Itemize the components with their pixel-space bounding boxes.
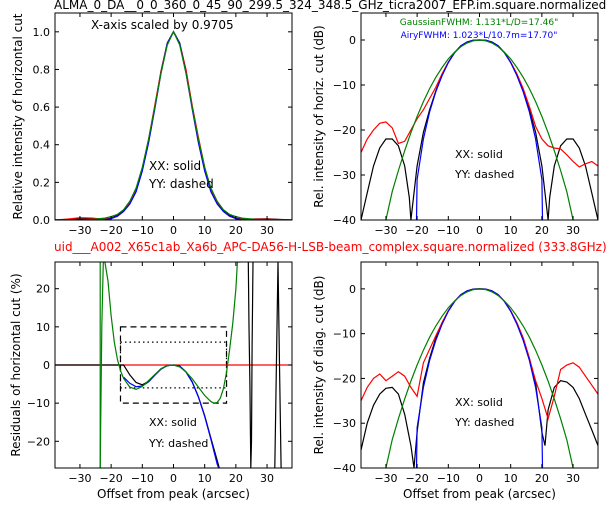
series-line-black [55, 30, 292, 220]
series-line-black [247, 262, 254, 468]
y-tick-label: −10 [333, 328, 356, 341]
x-tick-label: 20 [229, 224, 243, 237]
x-tick-label: 20 [535, 472, 549, 485]
series-line-green [99, 262, 241, 468]
series-line-blue [55, 30, 292, 220]
x-tick-label: −20 [100, 472, 123, 485]
panel-top-right-db-cut: −30 −20 −10 0 10 20 30 0 −10 −20 −30 −40 Rel. intens… [312, 12, 599, 237]
y-axis-label: Rel. intensity of diag. cut (dB) [312, 276, 326, 455]
series-line-blue [415, 39, 544, 220]
y-tick-label: −20 [27, 435, 50, 448]
chart-subtitle: uid___A002_X65c1ab_Xa6b_APC-DA56-H-LSB-b… [54, 240, 607, 254]
y-tick-label: 0.6 [33, 101, 51, 114]
annotation-text: GaussianFWHM: 1.131*L/D=17.46" [400, 18, 558, 28]
annotation-text: X-axis scaled by 0.9705 [91, 18, 234, 32]
x-tick-label: −30 [374, 224, 397, 237]
y-tick-label: 0.8 [33, 63, 51, 76]
y-tick-label: −40 [333, 214, 356, 227]
annotation-text: YY: dashed [454, 168, 514, 181]
series-line-red [55, 30, 292, 220]
x-tick-label: 20 [229, 472, 243, 485]
x-tick-label: 10 [198, 472, 212, 485]
y-tick-label: 10 [36, 321, 50, 334]
plot-frame [360, 261, 599, 469]
x-tick-label: −10 [437, 472, 460, 485]
y-tick-label: −20 [333, 124, 356, 137]
annotation-text: YY: dashed [148, 177, 214, 191]
y-tick-label: 0.2 [33, 176, 51, 189]
plot-frame [360, 12, 599, 221]
annotation-text: AiryFWHM: 1.023*L/10.7m=17.70" [401, 31, 558, 41]
x-tick-label: 30 [566, 224, 580, 237]
annotation-text: YY: dashed [454, 416, 514, 429]
y-tick-label: 20 [36, 283, 50, 296]
x-tick-label: −20 [406, 224, 429, 237]
x-tick-label: 30 [260, 224, 274, 237]
series-line-black [274, 262, 282, 468]
annotation-text: YY: dashed [148, 437, 208, 450]
x-tick-label: 0 [170, 472, 177, 485]
series-line-green [55, 30, 292, 220]
series-line-black [361, 288, 598, 468]
x-tick-label: 0 [170, 224, 177, 237]
x-tick-label: 10 [504, 224, 518, 237]
y-axis-label: Relative intensity of horizontal cut [11, 13, 25, 219]
y-tick-label: −20 [333, 372, 356, 385]
x-tick-label: −10 [131, 224, 154, 237]
y-axis-label: Rel. intensity of horiz. cut (dB) [312, 25, 326, 207]
y-tick-label: −30 [333, 169, 356, 182]
y-tick-label: 0 [349, 283, 356, 296]
y-tick-label: −30 [333, 417, 356, 430]
x-tick-label: −30 [68, 224, 91, 237]
x-tick-label: 20 [535, 224, 549, 237]
x-tick-label: −30 [374, 472, 397, 485]
x-tick-label: 30 [260, 472, 274, 485]
y-tick-label: −10 [333, 79, 356, 92]
x-axis-label: Offset from peak (arcsec) [97, 487, 250, 501]
y-axis-label: Residuals of horizontal cut (%) [9, 273, 23, 456]
series-line-blue [415, 288, 544, 468]
x-tick-label: −20 [100, 224, 123, 237]
y-tick-label: −40 [333, 462, 356, 475]
x-tick-label: 10 [504, 472, 518, 485]
series-line-green [385, 39, 574, 220]
x-tick-label: 0 [476, 224, 483, 237]
series-line-black [361, 39, 598, 220]
annotation-text: XX: solid [149, 416, 197, 429]
y-tick-label: −10 [27, 397, 50, 410]
panel-bottom-left-residuals: −30 −20 −10 0 10 20 30 20 10 0 −10 −20 Residuals of … [9, 261, 293, 501]
annotation-text: XX: solid [455, 396, 503, 409]
y-tick-label: 0.0 [33, 214, 51, 227]
x-tick-label: −10 [437, 224, 460, 237]
annotation-text: XX: solid [149, 159, 201, 173]
y-tick-label: 0 [349, 34, 356, 47]
annotation-text: XX: solid [455, 148, 503, 161]
x-tick-label: 30 [566, 472, 580, 485]
y-tick-label: 0 [43, 359, 50, 372]
series-line-green [385, 288, 574, 468]
x-axis-label: Offset from peak (arcsec) [403, 487, 556, 501]
x-tick-label: −20 [406, 472, 429, 485]
panel-top-left-linear-cut: −30 −20 −10 0 10 20 30 0.0 0.2 0.4 0.6 0.8 1.0 Relati… [11, 12, 293, 237]
y-tick-label: 0.4 [33, 139, 51, 152]
panel-bottom-right-diag-cut: −30 −20 −10 0 10 20 30 0 −10 −20 −30 −40 Rel. intens… [312, 261, 599, 501]
x-tick-label: −30 [68, 472, 91, 485]
x-tick-label: −10 [131, 472, 154, 485]
x-tick-label: 0 [476, 472, 483, 485]
chart-title: ALMA_0_DA__0_0_360_0_45_90_299.5_324_348… [54, 0, 606, 12]
y-tick-label: 1.0 [33, 26, 51, 39]
x-tick-label: 10 [198, 224, 212, 237]
